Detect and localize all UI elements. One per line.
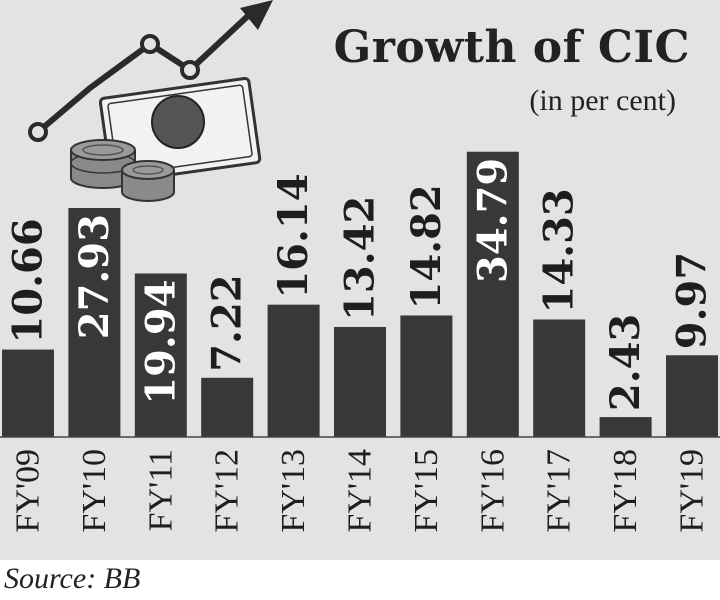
category-label-fy15: FY'15 — [408, 449, 445, 533]
value-label-fy15: 14.82 — [403, 184, 450, 309]
bar-fy15 — [400, 315, 453, 437]
category-label-fy18: FY'18 — [607, 449, 644, 533]
value-label-fy14: 13.42 — [337, 196, 384, 321]
value-label-fy16: 34.79 — [469, 158, 516, 283]
bar-fy09 — [2, 349, 54, 437]
category-label-fy10: FY'10 — [76, 449, 113, 533]
value-label-fy17: 14.33 — [536, 188, 583, 313]
value-labels: 10.66 27.93 19.94 7.22 16.14 13.42 14.82 34.79 1… — [5, 158, 716, 411]
chart-subtitle: (in per cent) — [529, 84, 676, 117]
category-label-fy09: FY'09 — [10, 449, 47, 533]
value-label-fy11: 19.94 — [137, 279, 184, 404]
category-label-fy11: FY'11 — [142, 449, 179, 531]
bar-chart: 10.66 27.93 19.94 7.22 16.14 13.42 14.82 34.79 1… — [0, 0, 720, 533]
bar-fy16 — [466, 151, 519, 438]
value-label-fy13: 16.14 — [270, 173, 317, 298]
value-label-fy19: 9.97 — [669, 252, 716, 349]
category-label-fy16: FY'16 — [474, 449, 511, 533]
trend-arrow-icon — [28, 0, 273, 142]
bar-fy11 — [134, 273, 187, 437]
bar-fy10 — [68, 207, 121, 437]
bar-fy18 — [599, 417, 652, 437]
bar-fy17 — [533, 319, 586, 437]
category-label-fy13: FY'13 — [275, 449, 312, 533]
value-label-fy10: 27.93 — [71, 214, 118, 339]
category-labels: FY'09 FY'10 FY'11 FY'12 FY'13 FY'14 FY'15 FY'16… — [10, 449, 711, 533]
bar-fy12 — [201, 377, 254, 437]
growth-illustration — [28, 0, 273, 202]
bar-fy13 — [267, 304, 320, 437]
bars — [2, 151, 718, 438]
coin-stack-icon — [70, 139, 175, 202]
value-label-fy12: 7.22 — [204, 274, 251, 371]
value-label-fy18: 2.43 — [602, 314, 649, 411]
category-label-fy12: FY'12 — [209, 449, 246, 533]
bar-fy19 — [666, 355, 718, 437]
bar-fy14 — [334, 326, 386, 437]
chart-title: Growth of CIC — [333, 22, 690, 73]
banknote-icon — [98, 76, 262, 185]
category-label-fy17: FY'17 — [541, 449, 578, 533]
value-label-fy09: 10.66 — [5, 218, 52, 343]
source-note: Source: BB — [4, 562, 141, 595]
category-label-fy19: FY'19 — [674, 449, 711, 533]
category-label-fy14: FY'14 — [342, 449, 379, 533]
